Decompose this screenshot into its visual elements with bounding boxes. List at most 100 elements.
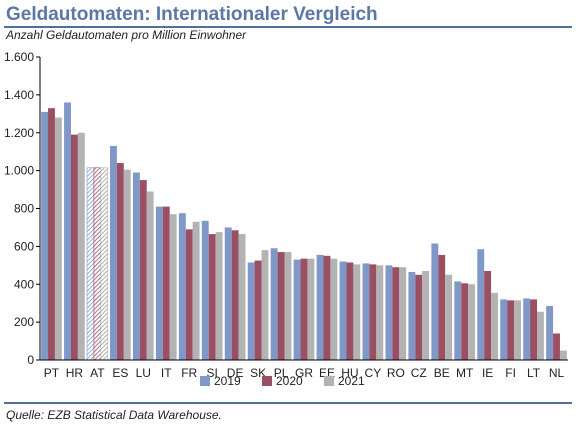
bar-EE-2019 — [316, 254, 324, 360]
x-tick-label: HU — [341, 366, 358, 380]
bar-LU-2020 — [139, 180, 147, 360]
legend-swatch-2019 — [200, 376, 210, 386]
bar-EE-2020 — [323, 255, 331, 360]
x-tick-label: IT — [161, 366, 172, 380]
x-tick-label: NL — [549, 366, 565, 380]
bar-DE-2021 — [238, 234, 246, 360]
bar-DE-2020 — [231, 230, 239, 360]
bar-SI-2020 — [208, 234, 216, 360]
x-tick-label: DE — [227, 366, 244, 380]
bar-PT-2020 — [48, 108, 55, 360]
title-rule — [4, 26, 572, 28]
bar-IT-2020 — [162, 206, 170, 360]
chart-title: Geldautomaten: Internationaler Vergleich — [6, 4, 378, 25]
y-tick-label: 1.600 — [4, 50, 34, 64]
x-tick-label: RO — [387, 366, 405, 380]
bar-LT-2021 — [537, 311, 544, 360]
bar-RO-2019 — [385, 265, 393, 360]
y-tick-label: 1.200 — [4, 126, 34, 140]
bar-IE-2021 — [491, 292, 498, 360]
bar-HU-2020 — [346, 262, 354, 360]
x-tick-label: HR — [66, 366, 84, 380]
bar-FR-2020 — [185, 229, 193, 360]
bar-EE-2021 — [330, 258, 338, 360]
bar-NL-2020 — [553, 333, 560, 360]
bar-IT-2019 — [155, 206, 163, 360]
bar-GR-2021 — [307, 258, 315, 360]
x-tick-label: LU — [136, 366, 151, 380]
bar-PL-2021 — [284, 252, 292, 360]
bar-PT-2021 — [54, 117, 62, 360]
legend: 2019 2020 2021 — [200, 374, 365, 388]
bar-FI-2019 — [500, 299, 508, 360]
bar-AT-2019 — [86, 167, 95, 361]
y-tick-label: 1.400 — [4, 88, 34, 102]
legend-label-2020: 2020 — [276, 374, 303, 388]
bar-CY-2019 — [362, 263, 370, 360]
axes-group: PT HR AT ES LU IT FR SI DE SK PL GR EE HU CY RO CZ BE MT IE… — [4, 50, 568, 380]
y-tick-label: 400 — [14, 277, 34, 291]
x-tick-label: FR — [181, 366, 197, 380]
bar-LT-2019 — [523, 298, 531, 360]
legend-label-2021: 2021 — [338, 374, 365, 388]
bar-PL-2019 — [270, 248, 278, 360]
x-tick-label: GR — [295, 366, 313, 380]
bar-SK-2019 — [247, 262, 255, 360]
x-tick-label: PL — [274, 366, 289, 380]
bar-PT-2019 — [41, 111, 49, 360]
footer-rule — [4, 402, 572, 404]
bar-SI-2019 — [201, 220, 209, 360]
bar-IE-2020 — [484, 270, 492, 360]
bar-NL-2019 — [546, 306, 554, 360]
y-tick-label: 0 — [27, 353, 34, 367]
x-tick-label: MT — [456, 366, 474, 380]
y-tick-label: 600 — [14, 239, 34, 253]
bar-BE-2020 — [438, 254, 446, 360]
bar-GR-2020 — [300, 258, 308, 360]
y-tick-label: 200 — [14, 315, 34, 329]
legend-label-2019: 2019 — [214, 374, 241, 388]
bar-LU-2021 — [146, 191, 154, 360]
bar-CZ-2019 — [408, 271, 416, 360]
source-note: Quelle: EZB Statistical Data Warehouse. — [6, 408, 222, 422]
bar-RO-2020 — [392, 267, 400, 360]
bar-PL-2020 — [277, 252, 285, 360]
bar-ES-2019 — [110, 146, 117, 360]
bars-group — [41, 102, 567, 361]
bar-MT-2019 — [454, 281, 462, 360]
bar-MT-2020 — [461, 283, 469, 360]
legend-swatch-2021 — [324, 376, 334, 386]
bar-FR-2021 — [192, 221, 200, 360]
x-tick-label: CY — [365, 366, 382, 380]
x-tick-label: LT — [527, 366, 541, 380]
x-tick-label: BE — [434, 366, 450, 380]
bar-FI-2021 — [514, 300, 521, 360]
bar-CZ-2020 — [415, 274, 423, 360]
x-tick-label: SI — [206, 366, 217, 380]
bar-BE-2021 — [445, 274, 453, 360]
bar-ES-2021 — [123, 169, 131, 360]
bar-SK-2020 — [254, 260, 262, 360]
bar-HR-2019 — [64, 102, 71, 360]
x-tick-label: CZ — [411, 366, 427, 380]
chart-subtitle: Anzahl Geldautomaten pro Million Einwohn… — [6, 28, 247, 42]
bar-SI-2021 — [215, 232, 223, 360]
bar-CY-2020 — [369, 264, 377, 360]
bar-MT-2021 — [468, 284, 476, 360]
bar-HR-2020 — [70, 134, 78, 360]
bar-LU-2019 — [132, 172, 140, 360]
bar-AT-2020 — [93, 167, 102, 361]
y-tick-label: 800 — [14, 202, 34, 216]
bar-FR-2019 — [178, 213, 186, 360]
bar-HR-2021 — [77, 132, 85, 360]
x-tick-label: ES — [112, 366, 128, 380]
bar-IE-2019 — [477, 249, 485, 360]
x-tick-label: PT — [44, 366, 60, 380]
bar-NL-2021 — [559, 350, 567, 360]
bar-DE-2019 — [224, 227, 232, 360]
bar-BE-2019 — [431, 243, 439, 360]
bar-CY-2021 — [376, 265, 384, 360]
bar-HU-2021 — [353, 264, 361, 360]
bar-GR-2019 — [293, 259, 301, 360]
